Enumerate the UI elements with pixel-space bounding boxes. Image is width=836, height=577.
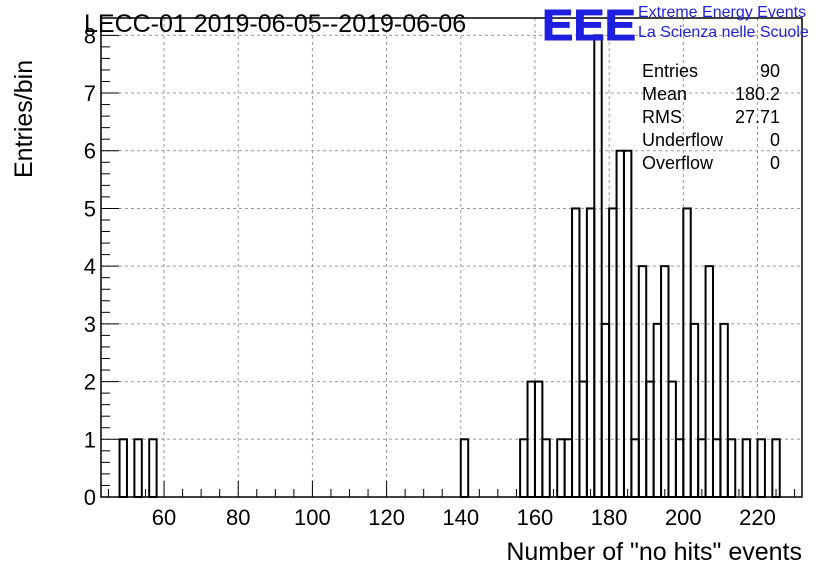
x-tick-label: 200 [665,505,702,530]
histogram-bin [571,207,581,499]
histogram-bin [697,438,707,498]
histogram-bin [741,438,752,498]
histogram-bin [726,438,737,498]
x-tick-label: 160 [517,505,554,530]
y-tick-label: 8 [84,23,96,48]
histogram-bin [459,438,470,498]
histogram-bin [118,438,128,498]
stats-row-overflow: Overflow 0 [642,152,780,175]
stats-label: Mean [642,84,688,104]
eee-logo: EEE [542,2,636,44]
histogram-bin [541,438,551,498]
histogram-bin [704,265,714,498]
y-tick-label: 0 [84,485,96,510]
histogram-bin [689,322,700,498]
histogram-bin [719,322,729,498]
x-tick-label: 80 [226,505,250,530]
chart-title: LECC-01 2019-06-05--2019-06-06 [84,10,467,38]
stats-label: RMS [642,107,682,127]
x-tick-label: 140 [442,505,479,530]
y-tick-label: 2 [84,370,96,395]
stats-label: Entries [642,61,699,81]
stats-row-underflow: Underflow 0 [642,129,780,152]
plot-frame [100,17,803,498]
y-tick-label: 5 [84,196,96,221]
histogram-bin [600,322,611,498]
histogram-bin [674,438,685,498]
histogram-bin [652,322,663,498]
stats-value: 90 [759,61,780,81]
x-axis-label: Number of "no hits" events [506,538,802,566]
y-tick-label: 3 [84,312,96,337]
logo-line-2: La Scienza nelle Scuole [638,24,809,41]
histogram-bin [133,438,143,498]
histogram-bin [608,207,618,499]
stats-value: 0 [769,130,780,150]
histogram-bin [630,438,640,498]
histogram-bin [519,438,529,498]
y-tick-label: 4 [84,254,96,279]
stats-label: Overflow [642,153,714,173]
logo-line-1: Extreme Energy Events [638,4,807,21]
histogram-bin [622,149,633,498]
histogram-bin [593,34,603,498]
histogram-bin [148,438,158,498]
stats-box: Entries 90 Mean 180.2 RMS 27.71 Underflo… [642,60,780,175]
stats-value: 180.2 [734,84,780,104]
histogram-bin [711,438,722,498]
stats-value: 0 [769,153,780,173]
stats-row-rms: RMS 27.71 [642,106,780,129]
x-tick-label: 100 [294,505,331,530]
x-tick-label: 220 [739,505,776,530]
x-tick-label: 180 [591,505,628,530]
histogram-bin [556,438,566,498]
eee-logo-letters: EEE [542,2,636,44]
stats-row-mean: Mean 180.2 [642,83,780,106]
histogram-bin [771,438,781,498]
stats-label: Underflow [642,130,724,150]
y-tick-label: 1 [84,427,96,452]
x-tick-label: 120 [368,505,405,530]
histogram-bin [682,207,692,499]
histogram-bin [563,438,574,498]
y-tick-label: 6 [84,139,96,164]
histogram-bin [585,207,596,499]
y-tick-label: 7 [84,81,96,106]
logo-text: Extreme Energy Events La Scienza nelle S… [638,3,809,43]
y-axis-label: Entries/bin [10,59,38,178]
histogram-bin [756,438,766,498]
stats-row-entries: Entries 90 [642,60,780,83]
stats-value: 27.71 [734,107,780,127]
x-tick-label: 60 [152,505,176,530]
